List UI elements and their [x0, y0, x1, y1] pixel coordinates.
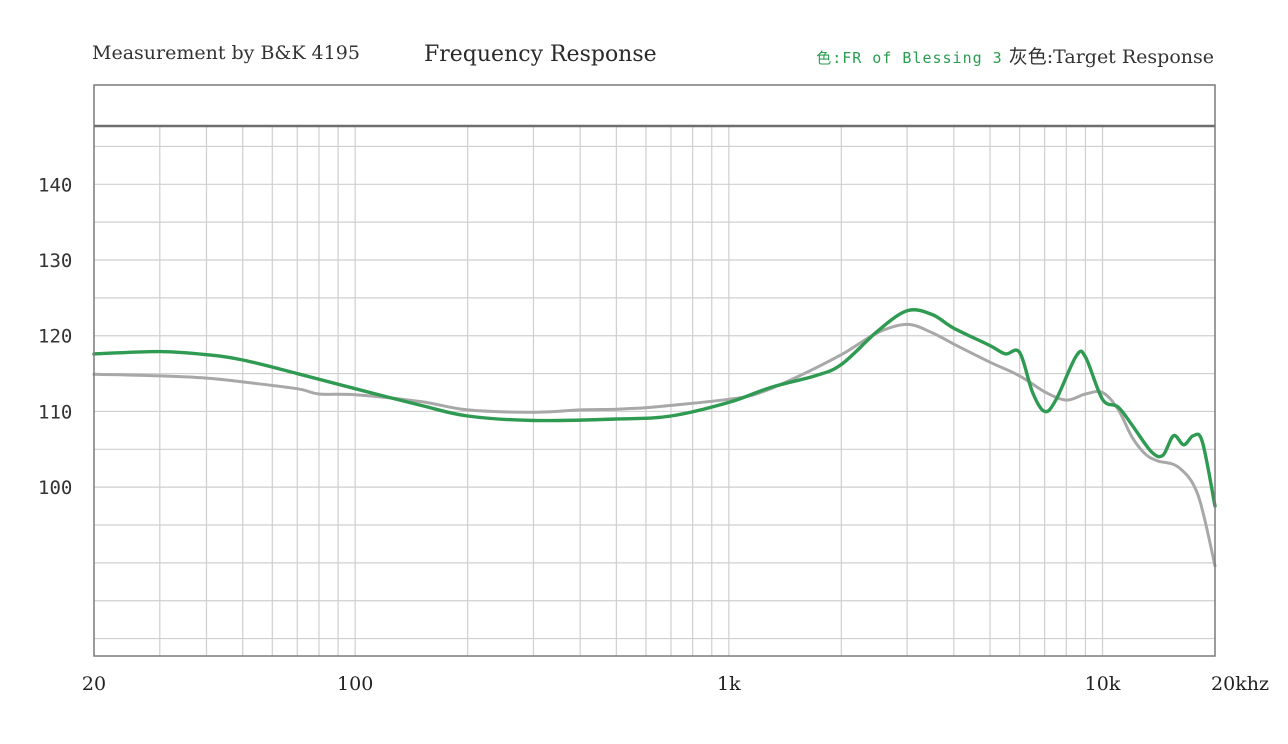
x-axis-labels: 20 100 1k 10k 20khz	[82, 673, 1269, 695]
y-tick-label: 120	[38, 326, 72, 348]
x-tick-label: 10k	[1085, 673, 1121, 695]
y-tick-label: 130	[38, 250, 72, 272]
measurement-note: Measurement by B&K 4195	[92, 42, 360, 64]
legend-entry-target: 灰色:Target Response	[1008, 46, 1214, 68]
series-lines	[92, 308, 1217, 568]
x-tick-label: 1k	[717, 673, 741, 695]
x-tick-label: 100	[337, 673, 373, 695]
y-tick-label: 140	[38, 174, 72, 196]
grid	[94, 126, 1215, 656]
y-tick-label: 110	[38, 401, 72, 423]
plot-frame	[93, 84, 1216, 657]
y-axis-labels: 100 110 120 130 140	[38, 174, 72, 499]
legend: 色:FR of Blessing 3 灰色:Target Response	[816, 42, 1214, 69]
x-tick-label: 20	[82, 673, 106, 695]
series-line-target-response	[92, 322, 1217, 568]
series-line-fr-blessing-3	[92, 308, 1217, 508]
x-tick-label: 20khz	[1211, 673, 1269, 695]
legend-entry-fr: 色:FR of Blessing 3	[816, 49, 1003, 67]
chart-title: Frequency Response	[424, 42, 657, 67]
y-tick-label: 100	[38, 477, 72, 499]
